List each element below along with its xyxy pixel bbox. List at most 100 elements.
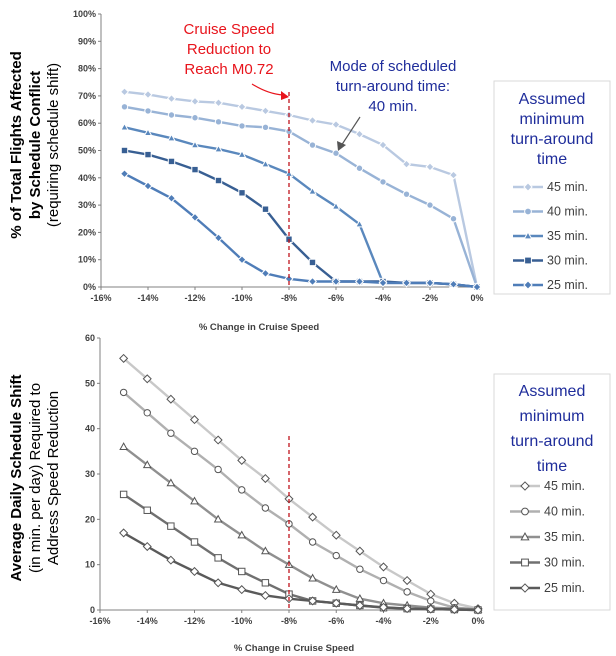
top-xtick-label: -14% xyxy=(137,293,158,303)
top-series-0 xyxy=(119,87,482,292)
bottom-xtick-label: -2% xyxy=(423,616,439,626)
top-data-point xyxy=(378,278,388,288)
bottom-chart: Average Daily Schedule Shift (in min. pe… xyxy=(8,333,611,654)
bottom-legend-title-line2: minimum xyxy=(520,408,585,425)
top-data-point xyxy=(354,276,365,287)
bottom-ytick-label: 40 xyxy=(85,424,95,434)
top-legend: Assumed minimum turn-around time 45 min.… xyxy=(493,80,611,295)
top-data-point xyxy=(261,123,270,131)
top-data-point xyxy=(190,212,200,222)
top-series-line xyxy=(124,105,479,288)
top-data-point xyxy=(144,150,152,159)
top-data-point xyxy=(308,141,317,149)
top-legend-title-line1: Assumed xyxy=(519,91,586,108)
bottom-legend-item: 45 min. xyxy=(510,479,585,493)
bottom-legend-marker xyxy=(521,507,529,516)
bottom-legend-marker xyxy=(520,532,530,541)
top-legend-title-line2: minimum xyxy=(520,111,585,128)
top-xtick-label: -2% xyxy=(422,293,438,303)
bottom-data-point xyxy=(402,604,412,614)
bottom-data-point xyxy=(356,565,364,573)
bottom-data-point xyxy=(142,374,152,384)
bottom-data-point xyxy=(143,506,151,514)
top-data-point xyxy=(120,122,129,131)
top-data-point xyxy=(191,114,199,122)
annotation-red-line2: Reduction to xyxy=(187,41,271,58)
bottom-data-point xyxy=(403,588,411,596)
top-ylabel-line2: by Schedule Conflict xyxy=(27,71,44,219)
top-legend-title-line3: turn-around xyxy=(511,131,594,148)
bottom-data-point xyxy=(142,541,152,552)
top-data-point xyxy=(143,181,153,191)
top-xtick-label: -8% xyxy=(281,293,297,303)
top-data-point xyxy=(448,279,459,289)
annotation-blue-line3: 40 min. xyxy=(368,98,417,115)
top-data-point xyxy=(214,176,223,185)
bottom-ytick-label: 50 xyxy=(85,378,95,388)
top-ytick-label: 40% xyxy=(78,173,96,183)
bottom-data-point xyxy=(190,538,199,546)
bottom-data-point xyxy=(355,600,365,611)
top-data-point xyxy=(237,255,247,265)
top-data-point xyxy=(331,201,341,210)
top-legend-label: 40 min. xyxy=(547,205,588,219)
bottom-data-point xyxy=(143,409,151,417)
bottom-legend-label: 30 min. xyxy=(544,556,585,570)
bottom-data-point xyxy=(260,473,270,484)
bottom-series-1 xyxy=(119,388,482,613)
top-legend-marker xyxy=(523,182,533,192)
bottom-series-line xyxy=(122,445,479,611)
top-data-point xyxy=(238,189,246,197)
top-xtick-label: -10% xyxy=(231,293,252,303)
top-legend-marker xyxy=(523,280,533,290)
annotation-red: Cruise Speed Reduction to Reach M0.72 xyxy=(184,21,289,100)
bottom-data-point xyxy=(119,528,129,538)
bottom-data-point xyxy=(189,566,200,577)
bottom-legend-title-line1: Assumed xyxy=(519,383,586,400)
top-y-axis-label: % of Total Flights Affected xyxy=(8,51,25,239)
bottom-data-point xyxy=(166,478,176,487)
bottom-data-point xyxy=(213,435,223,445)
bottom-data-point xyxy=(238,486,246,494)
bottom-data-point xyxy=(378,562,389,572)
bottom-ytick-label: 0 xyxy=(90,605,95,615)
bottom-ytick-label: 20 xyxy=(85,514,95,524)
top-data-point xyxy=(214,144,223,153)
top-series-4 xyxy=(119,169,482,292)
bottom-legend-box xyxy=(493,373,611,611)
bottom-data-point xyxy=(332,551,340,560)
bottom-legend: Assumed minimum turn-around time 45 min.… xyxy=(493,373,611,611)
top-ylabel-line1: % of Total Flights Affected xyxy=(8,51,25,239)
top-xtick-label: -4% xyxy=(375,293,391,303)
top-data-point xyxy=(402,190,411,198)
bottom-data-point xyxy=(308,573,317,582)
top-data-point xyxy=(355,219,364,228)
bottom-legend-items: 45 min. 40 min. 35 min. 30 min. 25 min. xyxy=(510,479,585,595)
top-data-point xyxy=(354,129,365,139)
top-data-point xyxy=(143,89,153,100)
bottom-legend-marker xyxy=(520,583,530,593)
bottom-data-point xyxy=(237,530,247,539)
bottom-xtick-label: -12% xyxy=(184,616,205,626)
top-ytick-label: 10% xyxy=(78,255,96,265)
top-data-point xyxy=(190,96,200,106)
top-data-point xyxy=(401,159,412,169)
top-data-point xyxy=(332,149,340,157)
bottom-data-point xyxy=(189,415,200,425)
bottom-xtick-label: -14% xyxy=(137,616,158,626)
bottom-xtick-label: -16% xyxy=(89,616,110,626)
bottom-data-point xyxy=(261,504,270,512)
bottom-legend-item: 25 min. xyxy=(510,581,585,595)
bottom-ylabel-line3: Address Speed Reduction xyxy=(45,391,62,565)
bottom-legend-label: 40 min. xyxy=(544,505,585,519)
top-data-point xyxy=(120,103,129,111)
top-ytick-label: 80% xyxy=(78,64,96,74)
bottom-legend-label: 45 min. xyxy=(544,479,585,493)
annotation-red-line3: Reach M0.72 xyxy=(184,61,273,78)
top-data-point xyxy=(448,170,459,180)
bottom-ylabel-line1: Average Daily Schedule Shift xyxy=(8,374,25,581)
bottom-x-axis-label: % Change in Cruise Speed xyxy=(234,643,355,654)
top-chart: % of Total Flights Affected by Schedule … xyxy=(8,9,611,333)
bottom-series-0 xyxy=(119,353,483,614)
